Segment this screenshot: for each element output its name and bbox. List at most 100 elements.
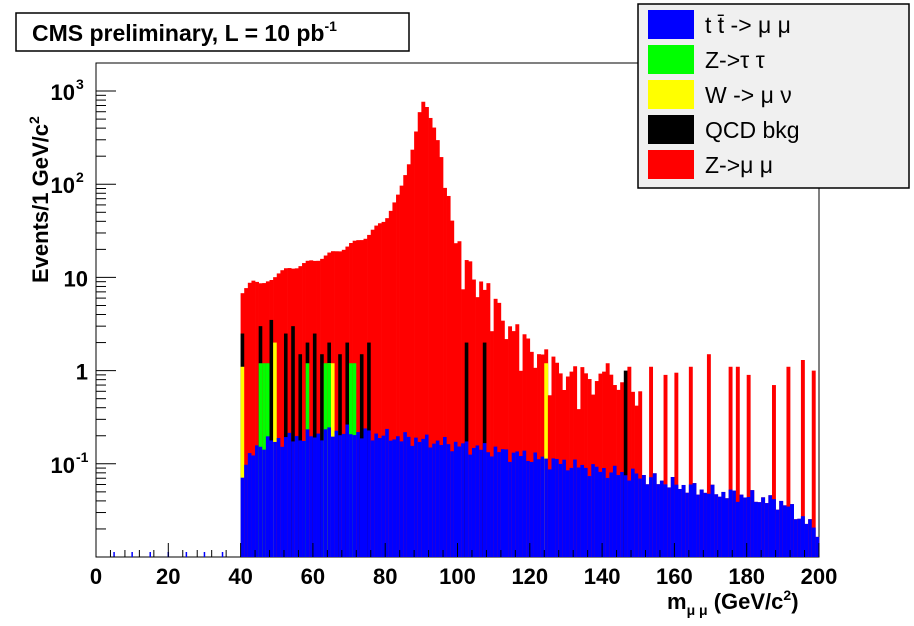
bar-zmumu-198: [811, 370, 816, 557]
bar-ttbar-174: [725, 498, 729, 557]
bar-zmumu-175: [728, 366, 733, 557]
legend-label-2: W -> μ ν: [705, 82, 792, 108]
bar-ttbar-51: [280, 446, 285, 557]
bar-ttbar-65: [330, 436, 335, 557]
bar-ttbar-103: [468, 454, 473, 557]
bar-zmumu-118: [522, 334, 527, 557]
bar-ttbar-133: [576, 467, 581, 557]
bar-ttbar-166: [696, 494, 701, 557]
bar-ttbar-112: [500, 449, 505, 557]
bar-ttbar-68: [341, 433, 346, 557]
bar-ttbar-121: [533, 452, 538, 557]
bar-ttbar-163: [685, 492, 690, 557]
bar-ttbar-167: [699, 489, 704, 557]
bar-ttbar-157: [663, 484, 668, 557]
bar-zmumu-68: [341, 249, 346, 558]
bar-zmumu-51: [280, 270, 285, 557]
x-tick-label: 80: [373, 564, 397, 589]
bar-ttbar-197: [808, 519, 813, 557]
bar-zmumu-89: [417, 112, 422, 558]
bar-zmumu-140: [602, 371, 607, 557]
bar-ttbar-80: [385, 428, 390, 557]
bar-ttbar-138: [594, 466, 599, 557]
bar-zmumu-97: [446, 195, 451, 558]
bar-ttbar-158: [667, 487, 672, 557]
bar-zmumu-92: [428, 117, 433, 557]
bar-ttbar-94: [435, 440, 440, 557]
bar-zmumu-85: [403, 175, 408, 557]
bar-zmumu-72: [356, 240, 361, 558]
bar-ttbar-164: [688, 484, 693, 557]
bar-zmumu-87: [410, 149, 415, 557]
bar-ttbar-40: [240, 477, 245, 557]
bar-ttbar-41: [244, 464, 249, 557]
bar-ttbar-107: [482, 443, 487, 557]
bar-ttbar-123: [540, 456, 545, 557]
bar-ttbar-189: [779, 500, 784, 557]
bar-wmunu-40: [240, 366, 245, 557]
bar-ttbar-192: [790, 504, 794, 557]
bar-ttbar-90: [421, 438, 426, 557]
bar-zmumu-88: [414, 131, 419, 557]
bar-zmumu-94: [435, 140, 440, 557]
bar-zmumu-43: [251, 280, 256, 557]
bar-ttbar-162: [681, 484, 686, 557]
bar-ttbar-175: [728, 489, 733, 557]
bar-ttbar-141: [605, 477, 610, 557]
bar-ttbar-64: [327, 427, 332, 557]
bar-qcd-48: [269, 319, 274, 557]
bar-zmumu-105: [475, 297, 480, 557]
bar-zmumu-80: [385, 218, 390, 557]
bar-ttbar-119: [526, 460, 531, 557]
legend-swatch-0: [648, 10, 694, 39]
bar-zmumu-123: [540, 354, 545, 557]
bar-zmumu-101: [461, 289, 466, 557]
bar-zmumu-136: [587, 379, 592, 557]
bar-ttbar-156: [659, 480, 664, 557]
bar-ttbar-54: [291, 441, 296, 557]
bar-zmumu-84: [399, 185, 404, 557]
bar-ttbar-52: [283, 437, 288, 557]
bar-ttbar-143: [612, 465, 617, 557]
legend-swatch-4: [648, 150, 694, 179]
bar-ttbar-88: [414, 437, 419, 557]
legend-swatch-3: [648, 115, 694, 144]
bar-ttbar-108: [486, 452, 491, 557]
bar-zmumu-108: [486, 283, 491, 557]
bar-ttbar-111: [497, 452, 502, 557]
bar-ttbar-83: [396, 436, 400, 557]
bar-zmumu-50: [276, 273, 281, 557]
bar-ttbar-173: [721, 491, 726, 557]
bar-zmumu-113: [504, 339, 509, 557]
bar-ttbar-46: [262, 449, 267, 557]
bar-ttbar-160: [674, 484, 679, 557]
bar-ttbar-116: [515, 451, 520, 557]
y-tick-label: 10: [51, 173, 75, 198]
bar-ttbar-101: [461, 443, 466, 557]
bar-ttbar-177: [735, 501, 740, 557]
bar-ttbar-155: [656, 484, 661, 557]
bar-zmumu-81: [388, 210, 393, 557]
bar-ttbar-137: [591, 464, 596, 557]
x-tick-label: 0: [90, 564, 102, 589]
bar-ttbar-74: [363, 428, 368, 557]
bar-ttbar-193: [793, 519, 798, 557]
bar-zmumu-42: [247, 282, 252, 557]
bar-ttbar-135: [584, 467, 588, 557]
bar-ttbar-147: [627, 480, 632, 557]
bar-ttbar-45: [258, 446, 263, 557]
bar-ttbar-47: [265, 436, 270, 557]
bar-ttbar-129: [562, 459, 567, 557]
bar-ttbar-198: [811, 527, 816, 557]
x-tick-label: 180: [728, 564, 765, 589]
x-tick-label: 140: [584, 564, 621, 589]
bar-ttbar-76: [370, 440, 375, 557]
bar-ttbar-191: [786, 506, 791, 557]
bar-zmumu-100: [457, 241, 462, 558]
bar-ttbar-89: [417, 441, 422, 557]
x-tick-label: 200: [801, 564, 838, 589]
bar-ttbar-161: [678, 488, 682, 557]
bar-ttbar-115: [511, 452, 516, 557]
